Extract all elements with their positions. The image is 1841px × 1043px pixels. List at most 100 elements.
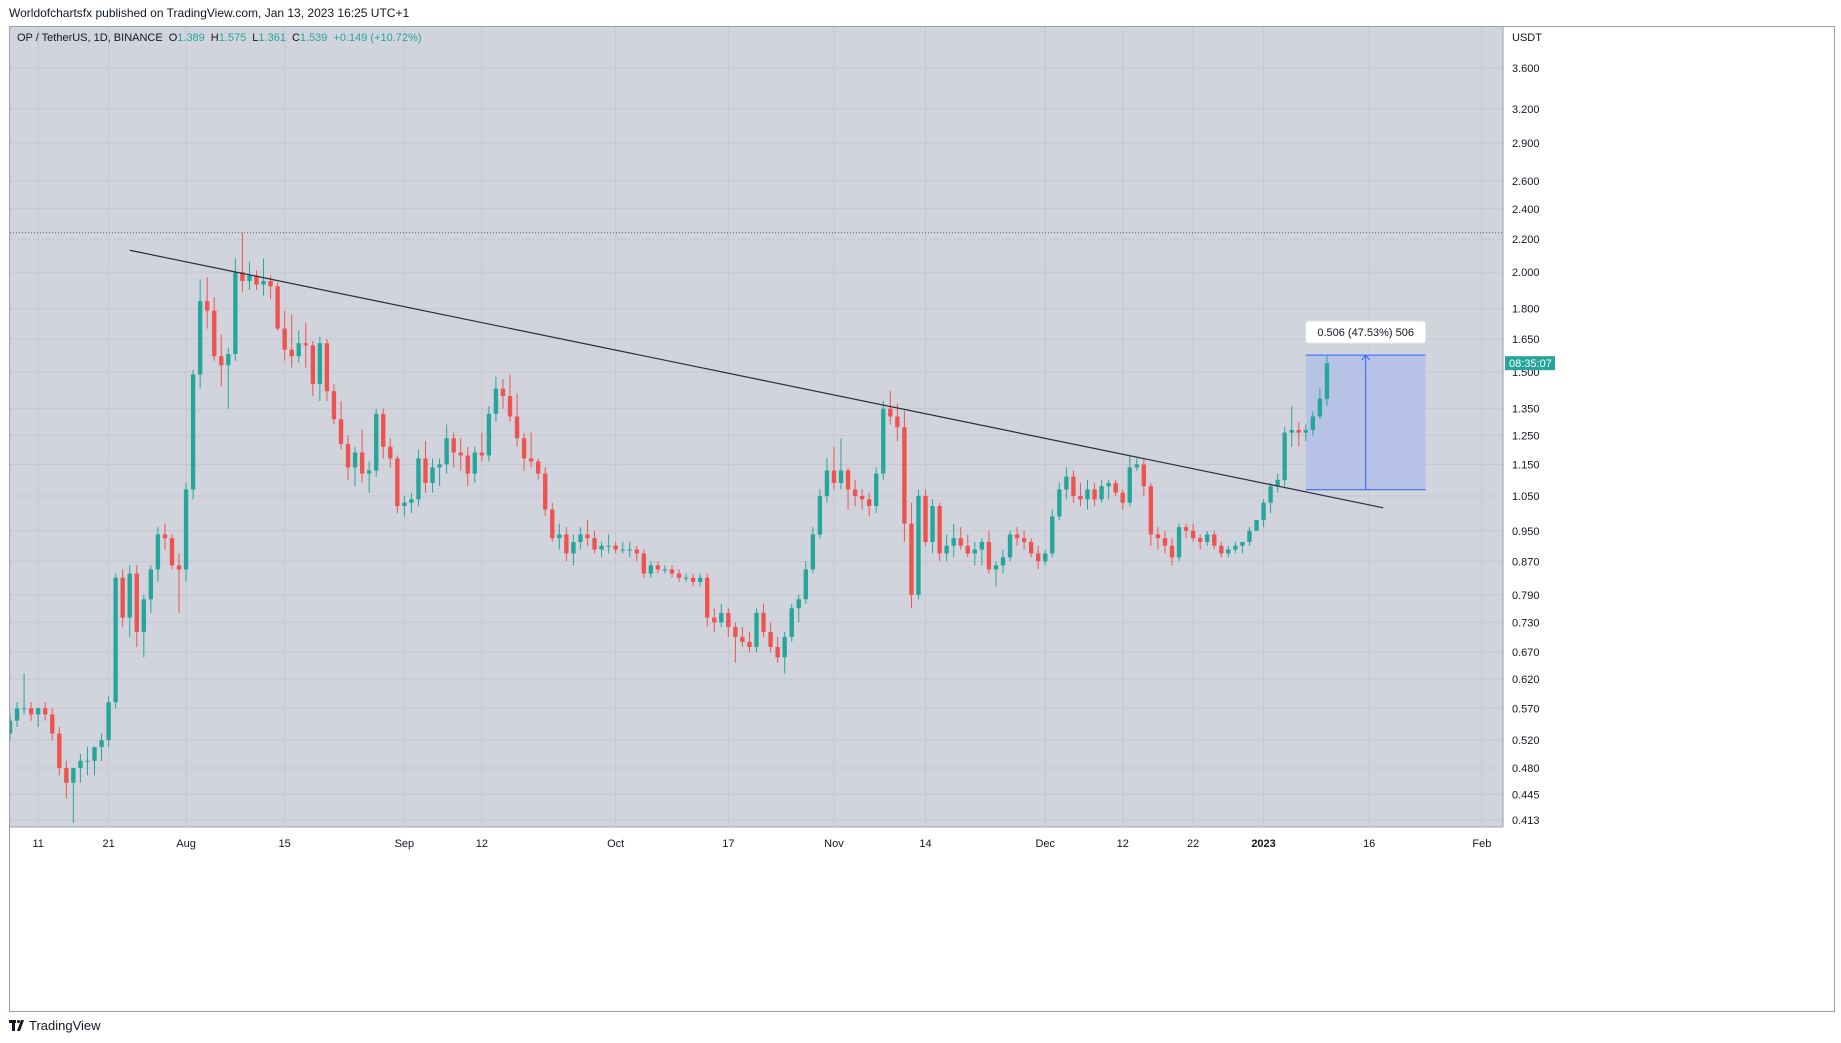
candle [578, 527, 583, 550]
price-chart[interactable]: 0.506 (47.53%) 506 3.600 3.200 2.900 2.600 2… [10, 27, 1834, 1011]
candle [1219, 541, 1224, 558]
candle [902, 411, 907, 542]
candle [458, 438, 463, 471]
candle [233, 258, 238, 361]
candle [92, 746, 97, 776]
candle-body [648, 565, 654, 574]
candle-body [606, 545, 611, 547]
candle [1176, 523, 1182, 562]
candle [1289, 406, 1294, 447]
candle [169, 534, 175, 570]
candle-body [1043, 553, 1048, 562]
legend-symbol[interactable]: OP / TetherUS, 1D, BINANCE [17, 32, 163, 44]
tradingview-logo[interactable]: TradingView [9, 1018, 101, 1033]
candle-body [923, 496, 928, 542]
candle [712, 608, 717, 632]
candle-body [451, 438, 456, 453]
candle [35, 708, 41, 728]
candle-body [317, 343, 323, 384]
candle [50, 708, 55, 741]
candle [1134, 458, 1139, 471]
candle-body [14, 708, 20, 721]
candle-body [712, 617, 717, 623]
candle-body [395, 458, 400, 507]
candle [113, 573, 118, 709]
candle-body [916, 496, 921, 595]
candle-body [219, 356, 224, 366]
candle-body [1028, 541, 1034, 554]
candle-body [690, 577, 696, 582]
candle-body [141, 599, 146, 632]
candle [705, 573, 710, 628]
candle-body [1212, 534, 1217, 546]
candle-body [1057, 489, 1062, 517]
candle [1261, 499, 1266, 528]
candle [1310, 411, 1316, 436]
legend-close-value: 1.539 [300, 32, 328, 44]
legend-open-label: O [169, 32, 178, 44]
candle-body [1240, 541, 1245, 546]
candle-body [28, 708, 34, 715]
price-tick-label: 2.400 [1512, 204, 1540, 216]
candle-body [507, 396, 513, 417]
time-tick-label: Feb [1472, 838, 1491, 850]
price-tick-label: 1.050 [1512, 491, 1540, 503]
candle [1028, 538, 1034, 558]
candle-body [64, 767, 69, 783]
candle-body [578, 534, 583, 542]
candle [1000, 549, 1006, 574]
candle-body [240, 272, 245, 281]
candle-body [120, 577, 125, 618]
candle [219, 334, 224, 387]
candle [240, 232, 245, 292]
candle-body [381, 413, 386, 447]
candle-body [352, 452, 358, 468]
candle [733, 622, 738, 663]
candle [324, 338, 330, 402]
price-tick-label: 0.950 [1512, 526, 1540, 538]
candle-body [423, 458, 428, 484]
price-tick-label: 0.730 [1512, 617, 1540, 629]
candle-body [543, 473, 548, 510]
candle-body [810, 534, 816, 570]
candle [359, 429, 365, 484]
candle-body [761, 612, 766, 632]
candle-body [993, 565, 999, 570]
candle-body [613, 545, 618, 550]
candle [937, 502, 942, 562]
candle-body [176, 565, 182, 570]
candle-body [845, 470, 851, 490]
candle-body [50, 714, 55, 734]
candle [972, 541, 977, 566]
candle [500, 379, 506, 409]
candle-body [972, 549, 977, 554]
candle [514, 393, 520, 447]
candle [155, 527, 161, 582]
candle [789, 603, 794, 642]
candle-body [169, 538, 175, 566]
candle [85, 746, 90, 776]
candle-body [388, 446, 393, 459]
candle [28, 702, 34, 721]
candle [64, 760, 69, 799]
price-tick-label: 0.445 [1512, 789, 1540, 801]
candle [831, 446, 837, 490]
measure-label-box [1305, 320, 1427, 344]
candle [859, 489, 865, 510]
candle-body [437, 464, 442, 468]
candle [1099, 479, 1104, 503]
candle-body [1254, 519, 1259, 531]
candle [888, 391, 893, 425]
candle-body [1148, 486, 1154, 535]
candle [951, 523, 956, 558]
candle [676, 569, 682, 582]
candle [1106, 479, 1111, 500]
candle [205, 277, 210, 329]
candle-body [1226, 549, 1231, 554]
candle-body [486, 413, 492, 456]
candle [782, 631, 787, 674]
candle [719, 603, 724, 628]
time-tick-label: Dec [1035, 838, 1055, 850]
candle [1169, 538, 1175, 566]
chart-panel[interactable]: 0.506 (47.53%) 506 3.600 3.200 2.900 2.600 2… [9, 26, 1835, 1012]
